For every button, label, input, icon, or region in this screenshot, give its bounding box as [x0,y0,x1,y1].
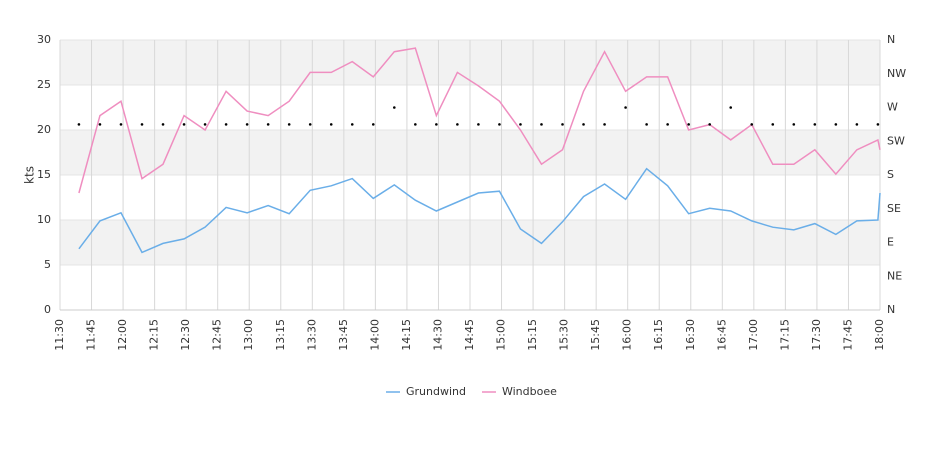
legend-label: Windboee [502,385,557,398]
direction-dot [393,106,396,109]
y2-tick-label: N [887,33,895,46]
direction-dot [266,123,270,126]
x-tick-label: 12:45 [211,319,224,351]
x-tick-label: 13:15 [274,319,287,351]
direction-dot [77,123,81,126]
direction-dot [561,123,564,126]
direction-dot [792,123,796,126]
x-tick-label: 12:15 [148,319,161,351]
direction-dot [729,106,733,109]
direction-dot [456,123,459,126]
x-tick-label: 17:45 [841,319,854,351]
direction-dot [224,123,228,126]
direction-dot [329,123,333,126]
series-line [78,47,881,194]
direction-dot [876,123,880,126]
direction-dot [540,123,543,126]
y2-tick-label: W [887,101,898,114]
direction-dot [666,123,669,126]
direction-dot [498,123,501,126]
x-tick-label: 11:30 [53,319,66,351]
x-tick-label: 13:30 [305,319,318,351]
x-tick-label: 12:30 [179,319,192,351]
y2-tick-label: NE [887,269,902,282]
direction-dot [687,123,690,126]
x-tick-label: 14:00 [368,319,381,351]
x-tick-label: 15:15 [526,319,539,351]
direction-dot [750,123,754,126]
y-tick-label: 20 [37,123,51,136]
x-tick-label: 16:00 [621,319,634,351]
y-tick-label: 10 [37,213,51,226]
direction-dot [119,123,123,126]
direction-dot [350,123,354,126]
y-tick-label: 0 [44,303,51,316]
direction-dot [182,123,186,126]
direction-dot [519,123,522,126]
x-tick-label: 17:15 [778,319,791,351]
direction-dot [308,123,312,126]
y2-tick-label: NW [887,67,906,80]
y-tick-label: 25 [37,78,51,91]
direction-dot [287,123,291,126]
x-tick-label: 17:00 [747,319,760,351]
direction-dot [203,123,207,126]
direction-dot [414,123,417,126]
direction-dot [603,123,606,126]
direction-dot [140,123,144,126]
x-tick-label: 14:45 [463,319,476,351]
direction-dot [435,123,438,126]
y-tick-label: 15 [37,168,51,181]
series-line [78,167,881,254]
direction-dot [624,106,627,109]
y-axis-label: kts [23,166,37,184]
direction-dot [771,123,775,126]
direction-dot [477,123,480,126]
x-tick-label: 15:45 [589,319,602,351]
direction-dot [855,123,859,126]
y-tick-label: 30 [37,33,51,46]
x-tick-label: 14:15 [400,319,413,351]
x-tick-label: 12:00 [116,319,129,351]
x-tick-label: 11:45 [85,319,98,351]
y2-tick-label: SW [887,134,905,147]
x-tick-label: 13:00 [242,319,255,351]
direction-dot [582,123,585,126]
direction-dot [371,123,375,126]
legend-label: Grundwind [406,385,466,398]
direction-dot [645,123,648,126]
y2-tick-label: E [887,236,894,249]
y2-tick-label: S [887,168,894,181]
direction-dot [161,123,165,126]
x-tick-label: 15:30 [558,319,571,351]
x-tick-label: 18:00 [873,319,886,351]
direction-dot [245,123,249,126]
x-tick-label: 15:00 [495,319,508,351]
direction-dot [834,123,838,126]
x-tick-label: 16:30 [684,319,697,351]
x-tick-label: 17:30 [810,319,823,351]
x-tick-label: 16:45 [715,319,728,351]
y-tick-label: 5 [44,258,51,271]
y2-tick-label: N [887,303,895,316]
x-tick-label: 14:30 [431,319,444,351]
direction-dot [813,123,817,126]
y2-tick-label: SE [887,202,901,215]
x-tick-label: 13:45 [337,319,350,351]
direction-dot [98,123,102,126]
direction-dot [708,123,711,126]
x-tick-label: 16:15 [652,319,665,351]
